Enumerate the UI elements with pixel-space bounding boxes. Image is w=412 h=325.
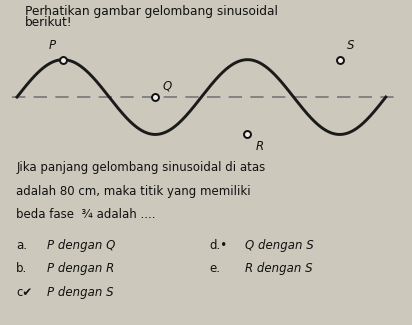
Text: R: R <box>255 140 264 153</box>
Text: S: S <box>347 39 354 52</box>
Text: Jika panjang gelombang sinusoidal di atas: Jika panjang gelombang sinusoidal di ata… <box>16 161 265 174</box>
Text: adalah 80 cm, maka titik yang memiliki: adalah 80 cm, maka titik yang memiliki <box>16 185 251 198</box>
Text: c✔: c✔ <box>16 286 33 299</box>
Text: Perhatikan gambar gelombang sinusoidal: Perhatikan gambar gelombang sinusoidal <box>25 5 278 18</box>
Text: P dengan S: P dengan S <box>47 286 114 299</box>
Text: Q dengan S: Q dengan S <box>245 239 314 252</box>
Text: P: P <box>49 39 56 52</box>
Text: e.: e. <box>210 263 221 276</box>
Text: R dengan S: R dengan S <box>245 263 312 276</box>
Text: P dengan Q: P dengan Q <box>47 239 116 252</box>
Text: b.: b. <box>16 263 28 276</box>
Text: berikut!: berikut! <box>25 16 73 29</box>
Text: d.•: d.• <box>210 239 228 252</box>
Text: Q: Q <box>163 79 172 92</box>
Text: a.: a. <box>16 239 27 252</box>
Text: beda fase  ¾ adalah ....: beda fase ¾ adalah .... <box>16 208 156 221</box>
Text: P dengan R: P dengan R <box>47 263 115 276</box>
